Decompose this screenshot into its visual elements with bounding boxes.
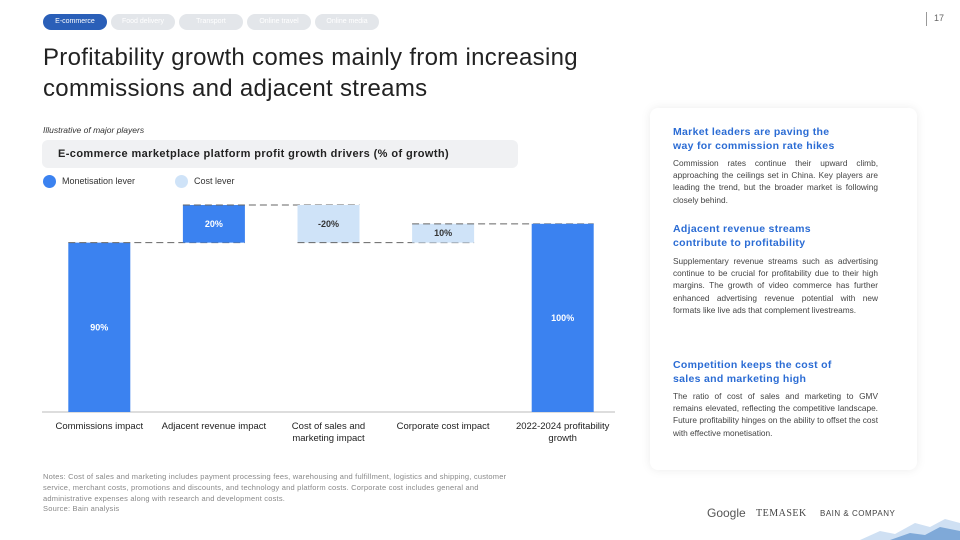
- legend-swatch: [43, 175, 56, 188]
- sidebar-card: [650, 108, 917, 470]
- value-label: 90%: [90, 322, 108, 332]
- section-heading: Competition keeps the cost of sales and …: [673, 359, 832, 385]
- category-label: Corporate cost impact: [396, 421, 490, 432]
- category-label: Cost of sales and marketing impact: [291, 421, 366, 444]
- logo: Google: [707, 506, 746, 520]
- value-label: 20%: [205, 219, 223, 229]
- source: Source: Bain analysis: [43, 504, 120, 514]
- category-label: 2022-2024 profitability growth: [515, 421, 610, 444]
- section-body: Commission rates continue their upward c…: [673, 158, 878, 205]
- bar: [412, 223, 475, 243]
- section-heading: Market leaders are paving the way for co…: [673, 126, 835, 152]
- mountains: [860, 519, 960, 540]
- tab[interactable]: E-commerce: [43, 14, 107, 30]
- logo: TEMASEK: [756, 508, 807, 519]
- slide-title: Profitability growth comes mainly from i…: [43, 44, 578, 102]
- value-label: 100%: [551, 313, 574, 323]
- category-label: Commissions impact: [55, 421, 144, 432]
- chart-subtitle: Illustrative of major players: [43, 125, 145, 135]
- chart-title-box: [42, 140, 518, 168]
- bar: [68, 242, 131, 412]
- section-body: The ratio of cost of sales and marketing…: [673, 391, 878, 438]
- page-number: 17: [934, 13, 945, 23]
- logo: BAIN & COMPANY: [820, 509, 896, 518]
- section-heading: Adjacent revenue streams contribute to p…: [673, 223, 811, 249]
- bar: [531, 223, 594, 412]
- notes-text: Notes: Cost of sales and marketing inclu…: [43, 472, 507, 503]
- notes: Notes: Cost of sales and marketing inclu…: [43, 472, 513, 515]
- legend-label: Cost lever: [194, 176, 235, 186]
- section-body: Supplementary revenue streams such as ad…: [673, 256, 878, 315]
- tab[interactable]: Online media: [315, 14, 379, 30]
- legend-swatch: [175, 175, 188, 188]
- category-label: Adjacent revenue impact: [161, 421, 267, 432]
- tab[interactable]: Online travel: [247, 14, 311, 30]
- tab[interactable]: Transport: [179, 14, 243, 30]
- value-label: -20%: [318, 219, 339, 229]
- divider: [926, 12, 927, 26]
- legend-label: Monetisation lever: [62, 176, 136, 186]
- tab[interactable]: Food delivery: [111, 14, 175, 30]
- chart-title: E-commerce marketplace platform profit g…: [58, 148, 450, 160]
- value-label: 10%: [434, 228, 452, 238]
- bar: [182, 205, 245, 243]
- bar: [297, 205, 360, 243]
